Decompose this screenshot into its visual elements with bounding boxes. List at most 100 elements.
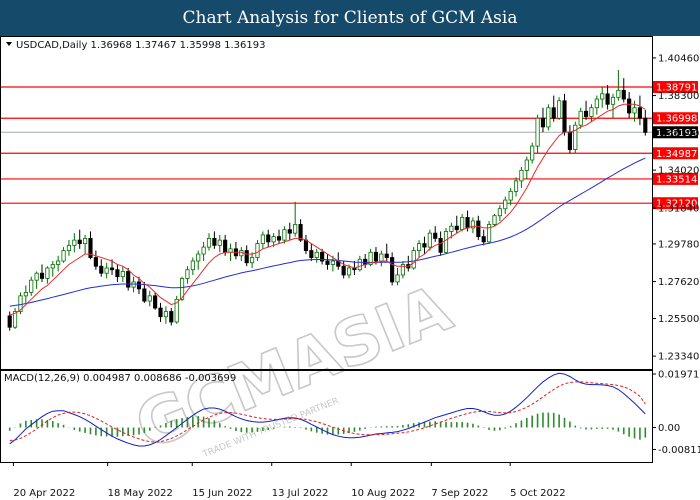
candle-body — [147, 295, 152, 302]
candle-body — [77, 239, 82, 245]
candle-body — [190, 260, 195, 271]
candle-body — [303, 239, 309, 251]
level-label: 1.33514 — [656, 174, 697, 185]
candle-body — [519, 170, 524, 182]
candle-body — [136, 281, 142, 290]
candle-body — [104, 267, 109, 274]
candle-body — [508, 190, 513, 201]
candle-body — [535, 117, 540, 147]
x-tick-label: 20 Apr 2022 — [13, 488, 75, 499]
y-tick-label: 1.34020 — [658, 166, 699, 177]
current-price-tag — [653, 126, 698, 139]
candle-body — [643, 117, 648, 133]
symbol-info: USDCAD,Daily 1.36968 1.37467 1.35998 1.3… — [16, 40, 266, 51]
candle-body — [551, 107, 556, 119]
candle-body — [476, 220, 481, 238]
moving-averages — [9, 103, 646, 316]
candle-body — [223, 239, 228, 253]
candle-body — [50, 264, 55, 269]
candle-body — [298, 224, 303, 241]
candle-body — [88, 237, 93, 258]
candle-body — [163, 311, 168, 318]
candle-body — [7, 315, 12, 328]
candle-body — [562, 100, 567, 133]
candle-body — [293, 224, 298, 234]
candle-body — [39, 272, 45, 279]
candle-body — [255, 243, 260, 258]
candle-body — [142, 288, 147, 302]
candle-body — [260, 234, 265, 245]
candle-body — [217, 239, 222, 246]
level-tag — [653, 197, 698, 210]
candle-body — [174, 298, 179, 323]
ma-slow-line — [9, 157, 646, 307]
candle-body — [513, 180, 519, 192]
candle-body — [621, 89, 626, 100]
candle-body — [567, 131, 572, 150]
candle-body — [250, 257, 255, 264]
macd-frame — [0, 370, 653, 463]
macd-y-tick-label: -0.008116 — [658, 445, 700, 456]
level-tag — [653, 112, 698, 125]
candle-body — [34, 272, 39, 281]
level-label: 1.34987 — [656, 149, 697, 160]
candle-body — [600, 93, 605, 100]
candle-body — [438, 237, 443, 253]
candle-body — [454, 225, 459, 231]
candle-body — [400, 264, 405, 276]
candle-body — [45, 267, 50, 279]
candle-body — [470, 220, 476, 229]
candle-body — [357, 258, 362, 271]
candle-body — [605, 93, 610, 105]
level-tag — [653, 172, 698, 185]
macd-y-tick-label: 0.00 — [658, 423, 680, 434]
candle-body — [158, 307, 163, 318]
candle-body — [384, 253, 389, 258]
candle-body — [341, 265, 346, 276]
candle-body — [497, 208, 502, 217]
y-tick-label: 1.36140 — [658, 129, 699, 140]
candle-body — [465, 217, 470, 229]
candle-body — [395, 274, 400, 283]
macd-y-tick-label: 0.019716 — [658, 370, 700, 381]
candle-body — [578, 110, 583, 126]
candle-body — [266, 234, 271, 243]
candle-body — [616, 89, 621, 98]
candle-body — [449, 225, 454, 232]
candle-body — [627, 98, 632, 114]
candle-body — [244, 250, 249, 264]
candle-body — [373, 251, 379, 262]
candle-body — [126, 271, 131, 288]
candle-body — [287, 229, 292, 234]
y-tick-label: 1.27620 — [658, 277, 699, 288]
level-label: 1.32120 — [656, 199, 697, 210]
candle-body — [411, 250, 416, 269]
candle-body — [346, 267, 352, 276]
y-tick-label: 1.29780 — [658, 239, 699, 250]
candle-body — [417, 243, 422, 251]
level-tag — [653, 147, 698, 160]
candle-body — [594, 98, 599, 109]
main-frame — [0, 36, 653, 370]
candle-body — [583, 110, 589, 117]
candle-body — [282, 229, 287, 241]
y-tick-label: 1.25500 — [658, 314, 699, 325]
candle-body — [153, 295, 158, 309]
axes — [0, 36, 656, 466]
candle-body — [271, 236, 276, 243]
candle-body — [330, 260, 335, 265]
candle-body — [487, 224, 492, 243]
level-label: 1.38791 — [656, 83, 697, 94]
candle-body — [83, 237, 88, 245]
ma-fast-line — [9, 103, 646, 316]
candle-body — [99, 265, 104, 274]
candle-body — [530, 145, 535, 161]
dropdown-triangle-icon — [6, 42, 12, 46]
x-tick-label: 5 Oct 2022 — [510, 488, 565, 499]
candle-body — [433, 232, 438, 239]
candle-body — [201, 246, 206, 255]
y-tick-label: 1.38300 — [658, 91, 699, 102]
candle-body — [29, 279, 34, 293]
macd-panel: MACD(12,26,9) 0.004987 0.008686 -0.00369… — [4, 372, 647, 447]
candle-body — [56, 260, 61, 265]
